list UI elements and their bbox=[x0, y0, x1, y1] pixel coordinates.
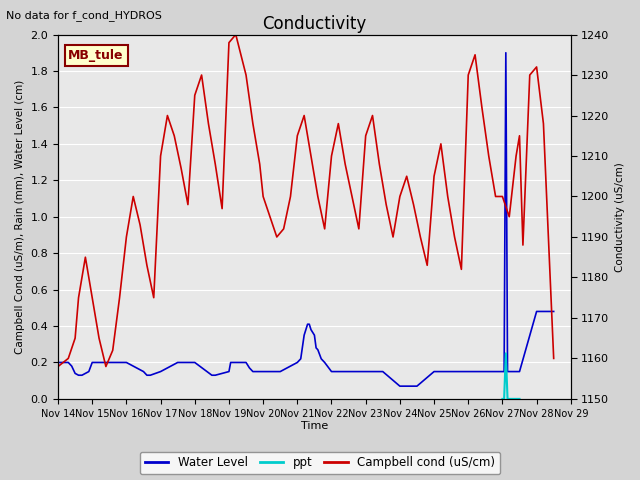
Title: Conductivity: Conductivity bbox=[262, 15, 367, 33]
Text: MB_tule: MB_tule bbox=[68, 49, 124, 62]
Text: No data for f_cond_HYDROS: No data for f_cond_HYDROS bbox=[6, 10, 163, 21]
X-axis label: Time: Time bbox=[301, 421, 328, 432]
Y-axis label: Campbell Cond (uS/m), Rain (mm), Water Level (cm): Campbell Cond (uS/m), Rain (mm), Water L… bbox=[15, 80, 25, 354]
Y-axis label: Conductivity (uS/cm): Conductivity (uS/cm) bbox=[615, 162, 625, 272]
Legend: Water Level, ppt, Campbell cond (uS/cm): Water Level, ppt, Campbell cond (uS/cm) bbox=[140, 452, 500, 474]
